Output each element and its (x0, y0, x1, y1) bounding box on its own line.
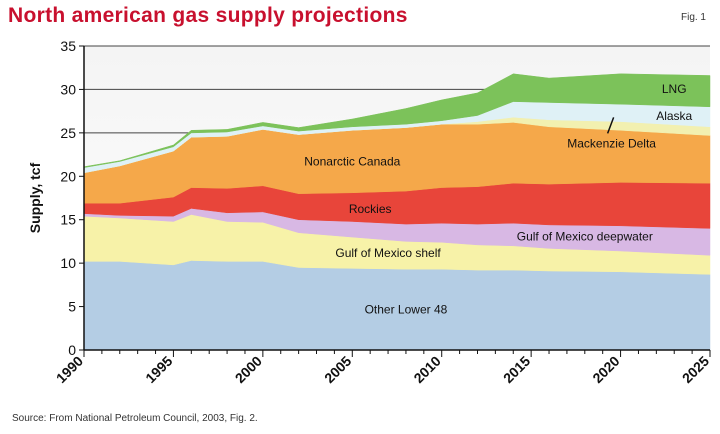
y-tick-label: 35 (60, 38, 76, 54)
x-tick-label: 1995 (142, 353, 175, 386)
x-tick-label: 2000 (232, 353, 265, 386)
series-label-other-lower-48: Other Lower 48 (365, 303, 448, 317)
series-label-mackenzie-delta: Mackenzie Delta (567, 136, 656, 150)
x-tick-label: 1990 (53, 353, 86, 386)
y-tick-label: 10 (60, 255, 76, 271)
series-labels: Other Lower 48 Gulf of Mexico shelf Gulf o… (304, 82, 692, 317)
x-tick-label: 2025 (679, 353, 712, 386)
y-tick-label: 25 (60, 125, 76, 141)
x-tick-label: 2015 (500, 353, 533, 386)
y-tick-label: 15 (60, 212, 76, 228)
y-tick-label: 30 (60, 81, 76, 97)
area-lng (83, 73, 711, 168)
y-tick-label: 5 (68, 299, 76, 315)
source-note: Source: From National Petroleum Council,… (12, 413, 258, 424)
x-tick-label: 2005 (321, 353, 354, 386)
y-tick-label: 0 (68, 342, 76, 358)
chart-title: North american gas supply projections (8, 4, 408, 27)
y-axis-label: Supply, tcf (27, 162, 43, 233)
series-label-gulf-of-mexico-shelf: Gulf of Mexico shelf (335, 246, 441, 260)
x-tick-label: 2020 (589, 353, 622, 386)
series-label-alaska: Alaska (656, 109, 692, 123)
figure-label: Fig. 1 (680, 12, 706, 23)
series-label-lng: LNG (662, 82, 687, 96)
area-series (83, 73, 711, 351)
series-label-rockies: Rockies (349, 202, 392, 216)
x-tick-label: 2010 (410, 353, 443, 386)
leader-line-mackenzie-delta (606, 117, 615, 134)
y-tick-label: 20 (60, 168, 76, 184)
series-label-nonarctic-canada: Nonarctic Canada (304, 155, 400, 169)
series-label-gulf-of-mexico-deepwater: Gulf of Mexico deepwater (517, 229, 653, 243)
